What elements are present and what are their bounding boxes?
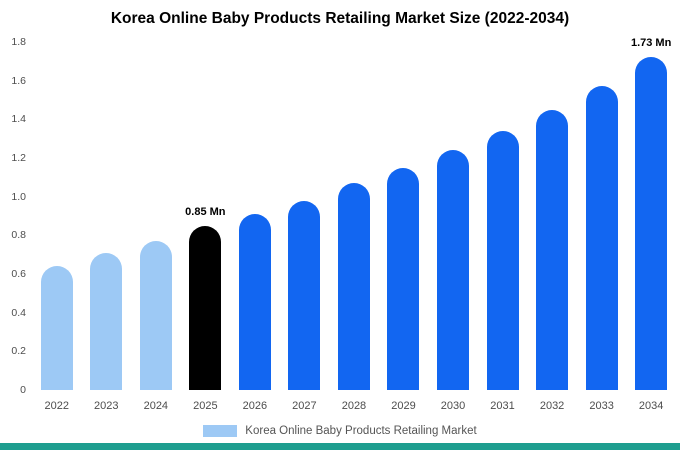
bar-2024 [139,241,172,390]
bar-value-label-2025: 0.85 Mn [185,205,226,218]
y-tick-label: 0.2 [11,345,26,358]
bar-2031 [486,130,519,390]
y-axis: 0 0.2 0.4 0.6 0.8 1.0 1.2 1.4 1.6 1.8 [0,36,28,396]
y-tick-label: 1.4 [11,113,26,126]
bar-2023 [90,252,123,390]
plot-area: 2022 2023 2024 0.85 Mn 2025 2026 2027 2028 2029 2… [32,37,676,412]
bar-2034 [635,57,668,390]
legend: Korea Online Baby Products Retailing Mar… [0,425,680,437]
x-axis-label-2029: 2029 [391,400,416,412]
bar-2027 [288,200,321,390]
y-tick-label: 0.8 [11,229,26,242]
y-tick-label: 1.8 [11,36,26,48]
y-tick-label: 0.6 [11,268,26,280]
bar-2022 [40,266,73,390]
x-axis-label-2024: 2024 [143,400,169,412]
y-tick-label: 1.2 [11,152,26,164]
bar-slot-2023: 2023 [82,42,132,412]
x-axis-label-2023: 2023 [94,400,119,412]
legend-label: Korea Online Baby Products Retailing Mar… [245,425,477,437]
bar-2026 [238,214,271,390]
x-axis-label-2025: 2025 [193,400,218,412]
bar-2028 [337,183,370,390]
bar-2030 [437,150,470,390]
y-tick-label: 1.6 [11,74,26,87]
bar-slot-2029: 2029 [379,42,429,412]
bar-slot-2024: 2024 [131,42,181,412]
legend-swatch [203,425,238,437]
x-axis-label-2022: 2022 [44,400,69,412]
bar-2033 [585,86,618,390]
x-axis-label-2033: 2033 [589,400,614,412]
y-tick-label: 1.0 [11,190,26,203]
bar-2025 [189,225,222,390]
bar-slot-2031: 2031 [478,42,528,412]
chart-title: Korea Online Baby Products Retailing Mar… [110,10,570,27]
y-tick-label: 0 [20,384,26,396]
bar-slot-2028: 2028 [329,42,379,412]
bar-value-label-2034: 1.73 Mn [630,37,672,50]
bar-slot-2032: 2032 [527,42,577,412]
bar-2029 [387,167,420,390]
x-axis-label-2030: 2030 [440,400,466,412]
x-axis-label-2031: 2031 [490,400,515,412]
x-axis-label-2027: 2027 [292,400,317,412]
bar-slot-2027: 2027 [280,42,330,412]
x-axis-label-2034: 2034 [638,400,664,412]
y-tick-label: 0.4 [11,306,26,319]
footer-bar [0,443,680,450]
bar-slot-2022: 2022 [32,42,82,412]
bar-slot-2033: 2033 [577,42,627,412]
bar-slot-2034: 1.73 Mn 2034 [626,37,676,412]
x-axis-label-2026: 2026 [242,400,268,412]
x-axis-label-2032: 2032 [539,400,565,412]
x-axis-label-2028: 2028 [341,400,367,412]
bar-slot-2026: 2026 [230,42,280,412]
bar-slot-2025: 0.85 Mn 2025 [181,42,231,412]
bar-2032 [536,109,569,390]
bar-slot-2030: 2030 [428,42,478,412]
